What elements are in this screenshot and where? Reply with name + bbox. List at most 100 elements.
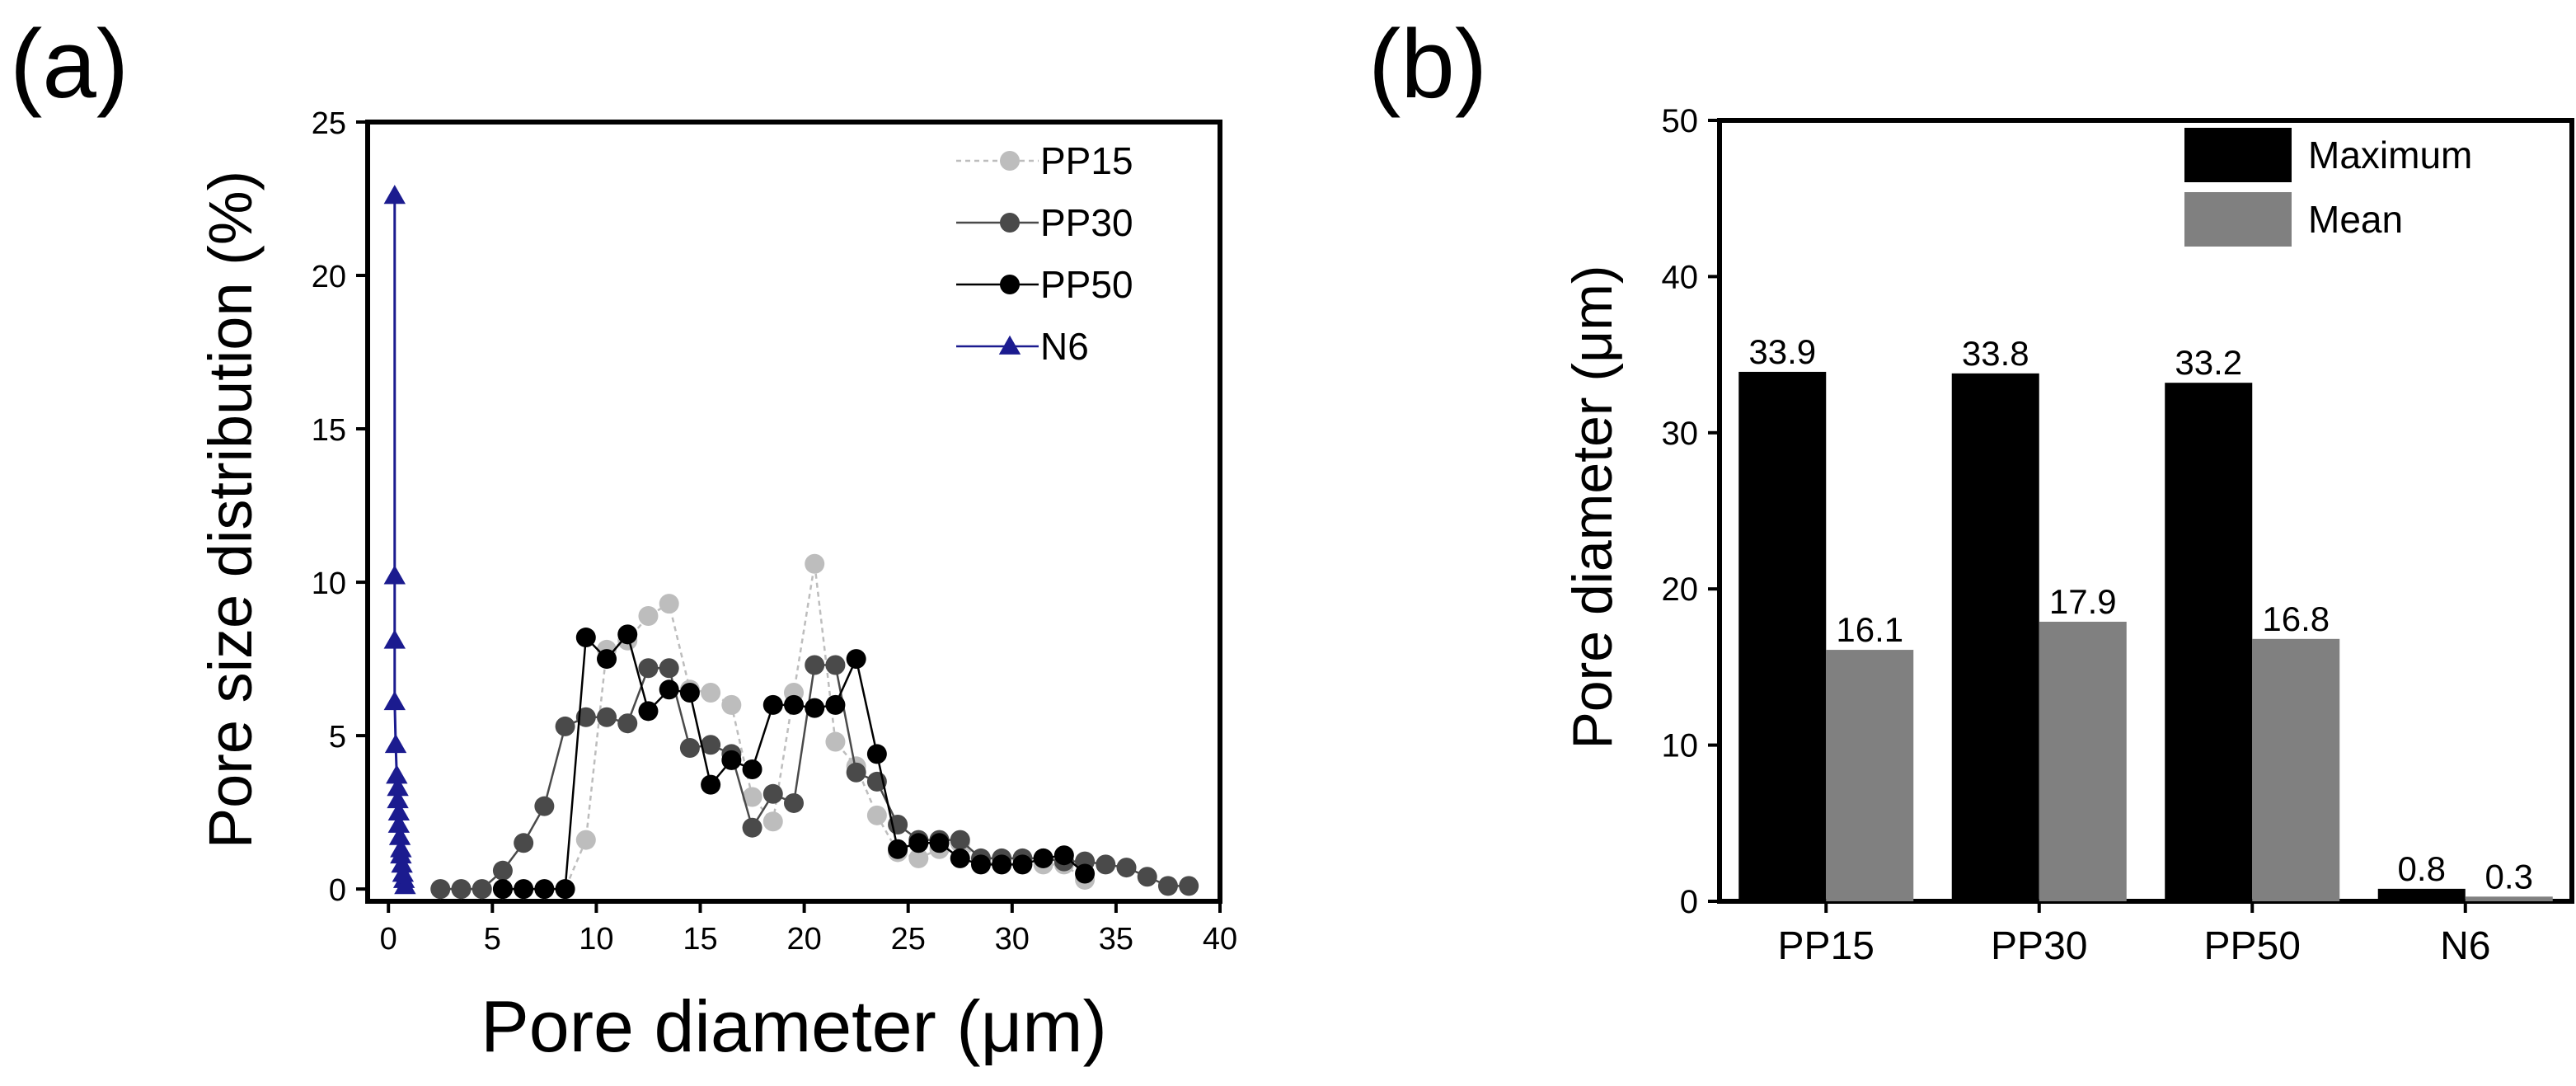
data-point <box>492 860 513 881</box>
bar <box>2465 896 2553 901</box>
legend-entry-pp50: PP50 <box>956 263 1133 306</box>
panel-a-y-axis-title: Pore size distribution (%) <box>196 171 265 849</box>
data-point <box>575 830 596 850</box>
panel-b-legend: Maximum Mean <box>2184 128 2472 247</box>
data-label: 16.1 <box>1836 610 1903 649</box>
y-tick-label: 20 <box>312 260 346 294</box>
panel-a-legend: PP15 PP30 PP50 N6 <box>956 139 1133 368</box>
data-point <box>742 787 762 807</box>
x-tick-label: 15 <box>683 922 717 957</box>
y-tick-label: 20 <box>1662 571 1699 608</box>
legend-entry-pp30: PP30 <box>956 201 1133 244</box>
data-point <box>970 854 991 875</box>
panel-a: (a) Pore size distribution (%) Pore diam… <box>10 10 1237 1067</box>
data-point <box>825 731 846 752</box>
panel-b-ticks: 0 10 20 30 40 50 PP15 PP30 PP50 N6 <box>1662 103 2491 968</box>
data-point <box>430 879 451 900</box>
data-point <box>679 737 700 758</box>
data-point <box>784 792 804 813</box>
data-point <box>866 744 887 764</box>
legend-label: PP50 <box>1040 263 1133 306</box>
panel-b-label: (b) <box>1368 10 1487 119</box>
data-point <box>742 759 762 780</box>
panel-a-label: (a) <box>10 10 129 119</box>
data-point <box>659 658 679 679</box>
x-tick-label: 35 <box>1099 922 1133 957</box>
data-point <box>394 875 416 895</box>
data-point <box>1012 854 1033 875</box>
data-point <box>762 783 783 804</box>
panel-b-y-axis-title: Pore diameter (μm) <box>1561 265 1624 749</box>
data-point <box>1096 854 1116 875</box>
series-maximum: 33.9 33.8 33.2 0.8 <box>1738 332 2466 902</box>
legend-entry-mean: Mean <box>2184 192 2403 247</box>
data-point <box>383 565 406 585</box>
data-point <box>390 844 412 864</box>
y-tick-label: 15 <box>312 413 346 448</box>
legend-entry-n6: N6 <box>956 325 1089 368</box>
data-point <box>391 853 413 873</box>
bar <box>2252 638 2340 901</box>
data-point <box>1157 876 1178 896</box>
data-point <box>638 658 659 679</box>
category-label: PP50 <box>2204 924 2301 968</box>
x-tick-label: 10 <box>579 922 613 957</box>
data-point <box>701 735 721 755</box>
series-n6 <box>383 185 416 895</box>
legend-label: N6 <box>1040 325 1089 368</box>
data-point <box>825 655 846 675</box>
data-point <box>597 707 617 727</box>
data-point <box>888 839 908 859</box>
data-point <box>617 624 638 645</box>
series-line <box>440 563 1086 891</box>
data-point <box>472 879 492 900</box>
data-point <box>1075 863 1096 884</box>
series-mean: 16.1 17.9 16.8 0.3 <box>1826 582 2553 901</box>
y-tick-label: 30 <box>1662 416 1699 452</box>
data-point <box>575 628 596 648</box>
category-label: PP15 <box>1778 924 1875 968</box>
data-point <box>701 774 721 795</box>
data-point <box>1137 867 1157 887</box>
data-point <box>575 707 596 727</box>
legend-label: Mean <box>2308 198 2403 241</box>
data-point <box>514 879 534 900</box>
data-point <box>742 817 762 838</box>
x-tick-label: 40 <box>1203 922 1237 957</box>
legend-label: Maximum <box>2308 134 2472 176</box>
data-label: 16.8 <box>2262 599 2330 638</box>
data-point <box>805 698 825 718</box>
data-point <box>1179 876 1199 896</box>
x-tick-label: 5 <box>484 922 501 957</box>
data-point <box>1116 858 1137 878</box>
data-point <box>384 734 407 754</box>
data-point <box>908 833 929 853</box>
panel-a-x-axis-title: Pore diameter (μm) <box>481 985 1107 1067</box>
data-point <box>762 694 783 715</box>
data-point <box>659 594 679 614</box>
series-pp50 <box>492 624 1096 900</box>
panel-b: (b) Pore diameter (μm) 0 10 20 30 40 50 PP15 PP… <box>1368 10 2574 968</box>
series-pp30 <box>430 655 1199 900</box>
panel-a-ticks: 0 5 10 15 20 25 30 35 40 0 5 10 15 20 25 <box>312 106 1237 957</box>
data-point <box>387 801 411 821</box>
data-point <box>908 848 929 868</box>
data-point <box>929 833 950 853</box>
data-point <box>762 811 783 832</box>
legend-entry-maximum: Maximum <box>2184 128 2472 182</box>
legend-marker <box>1000 151 1020 171</box>
category-label: N6 <box>2440 924 2490 968</box>
data-point <box>388 825 411 845</box>
data-label: 17.9 <box>2049 582 2117 621</box>
data-point <box>555 716 575 736</box>
data-point <box>701 683 721 703</box>
x-tick-label: 20 <box>786 922 821 957</box>
category-label: PP30 <box>1991 924 2087 968</box>
panel-a-series <box>383 185 1199 900</box>
data-point <box>638 701 659 722</box>
y-tick-label: 25 <box>312 106 346 141</box>
bar <box>1738 371 1827 902</box>
data-point <box>950 830 970 850</box>
legend-swatch <box>2184 128 2292 182</box>
